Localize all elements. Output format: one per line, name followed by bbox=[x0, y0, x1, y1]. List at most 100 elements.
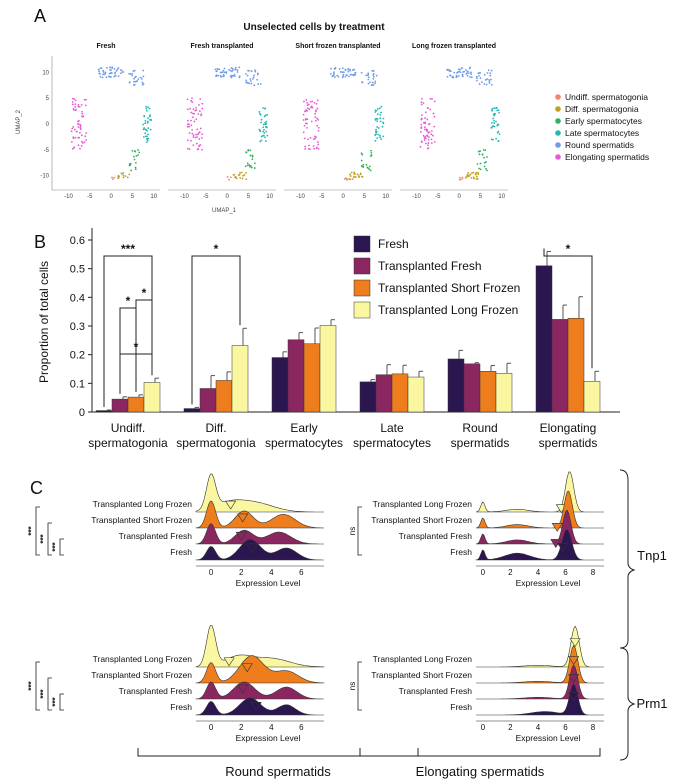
bar bbox=[95, 410, 113, 413]
umap-cell-point bbox=[313, 137, 316, 140]
bar-category-label: spermatids bbox=[451, 436, 510, 450]
umap-cell-point bbox=[195, 142, 198, 145]
umap-cell-point bbox=[475, 175, 478, 178]
umap-cell-point bbox=[77, 103, 80, 106]
umap-cell-point bbox=[366, 166, 369, 169]
umap-cell-point bbox=[466, 175, 469, 177]
umap-cell-point bbox=[376, 108, 379, 110]
umap-x-tick: 5 bbox=[363, 194, 367, 200]
bar-y-tick-label: 0.6 bbox=[70, 235, 85, 247]
umap-cell-point bbox=[77, 105, 80, 108]
umap-cell-point bbox=[256, 78, 259, 81]
umap-cell-point bbox=[101, 76, 104, 79]
umap-cell-point bbox=[488, 80, 491, 83]
umap-cell-point bbox=[315, 119, 317, 122]
umap-cell-point bbox=[144, 122, 147, 125]
umap-cell-point bbox=[433, 141, 436, 143]
umap-cell-point bbox=[449, 74, 452, 77]
umap-cell-point bbox=[238, 66, 241, 69]
umap-cell-point bbox=[240, 171, 243, 174]
umap-cell-point bbox=[195, 109, 198, 111]
umap-cell-point bbox=[262, 123, 265, 126]
umap-cell-point bbox=[256, 73, 259, 76]
umap-cell-point bbox=[243, 174, 246, 176]
umap-cell-point bbox=[141, 83, 144, 86]
umap-cell-point bbox=[345, 177, 348, 180]
umap-legend-swatch bbox=[555, 154, 561, 160]
umap-cell-point bbox=[139, 76, 142, 79]
umap-cell-point bbox=[306, 104, 309, 107]
umap-x-tick: 10 bbox=[382, 194, 389, 200]
umap-cell-point bbox=[245, 151, 248, 154]
ridge-row-label: Transplanted Long Frozen bbox=[373, 499, 473, 509]
ridge-density bbox=[475, 471, 604, 513]
umap-cell-point bbox=[74, 103, 77, 106]
umap-cell-point bbox=[121, 173, 123, 175]
umap-cell-point bbox=[84, 135, 87, 138]
ridge-x-tick: 0 bbox=[481, 723, 486, 732]
umap-cell-point bbox=[420, 103, 423, 106]
umap-cell-point bbox=[496, 131, 499, 134]
ridge-x-tick: 4 bbox=[536, 568, 541, 577]
umap-cell-point bbox=[351, 69, 354, 72]
umap-cell-point bbox=[246, 164, 249, 167]
umap-cell-point bbox=[470, 76, 473, 79]
bar-y-tick-label: 0 bbox=[79, 407, 85, 419]
umap-cell-point bbox=[497, 109, 500, 112]
umap-cell-point bbox=[317, 148, 320, 150]
umap-cell-point bbox=[75, 130, 78, 133]
umap-cell-point bbox=[376, 113, 379, 116]
ridge-density bbox=[195, 697, 324, 716]
bar bbox=[479, 371, 497, 413]
umap-cell-point bbox=[360, 175, 363, 178]
umap-cell-point bbox=[85, 132, 88, 134]
umap-cell-point bbox=[192, 144, 195, 147]
umap-y-tick: -10 bbox=[40, 174, 49, 180]
umap-cell-point bbox=[420, 101, 423, 104]
umap-cell-point bbox=[371, 81, 374, 84]
umap-cell-point bbox=[133, 150, 136, 152]
umap-cell-point bbox=[246, 81, 248, 84]
umap-cell-point bbox=[111, 176, 113, 179]
umap-cell-point bbox=[122, 176, 125, 179]
umap-cell-point bbox=[333, 71, 335, 73]
umap-cell-point bbox=[433, 100, 436, 103]
umap-cell-point bbox=[249, 164, 252, 167]
umap-cell-point bbox=[232, 173, 235, 176]
ridge-sig-label: *** bbox=[39, 533, 48, 543]
bar bbox=[535, 265, 553, 413]
umap-x-tick: 5 bbox=[247, 194, 251, 200]
umap-cell-point bbox=[249, 78, 252, 80]
umap-cell-point bbox=[459, 176, 461, 179]
ridge-sig-label: *** bbox=[27, 525, 36, 535]
umap-cell-point bbox=[108, 75, 111, 78]
ridge-sig-label: *** bbox=[39, 688, 48, 698]
umap-cell-point bbox=[201, 133, 203, 136]
umap-cell-point bbox=[234, 176, 236, 179]
umap-cell-point bbox=[262, 126, 265, 129]
umap-cell-point bbox=[467, 72, 470, 75]
umap-legend-swatch bbox=[555, 118, 561, 124]
bar bbox=[303, 343, 321, 413]
umap-cell-point bbox=[72, 125, 75, 128]
ridge-density bbox=[195, 625, 325, 668]
umap-cell-point bbox=[374, 82, 377, 85]
umap-cell-point bbox=[314, 109, 317, 112]
umap-cell-point bbox=[428, 136, 430, 139]
ridge-row-label: Transplanted Short Frozen bbox=[371, 515, 472, 525]
umap-cell-point bbox=[308, 144, 310, 147]
umap-cell-point bbox=[102, 69, 104, 72]
ridge-median-marker bbox=[569, 638, 581, 648]
umap-cell-point bbox=[367, 76, 370, 79]
umap-cell-point bbox=[446, 68, 449, 71]
umap-cell-point bbox=[144, 120, 147, 122]
umap-cell-point bbox=[77, 126, 80, 129]
umap-cell-point bbox=[430, 138, 433, 141]
umap-cell-point bbox=[375, 128, 377, 131]
umap-cell-point bbox=[477, 173, 480, 176]
umap-cell-point bbox=[489, 74, 492, 77]
umap-cell-point bbox=[193, 120, 196, 123]
ridge-row-label: Transplanted Long Frozen bbox=[93, 654, 193, 664]
umap-cell-point bbox=[374, 134, 377, 136]
umap-cell-point bbox=[73, 128, 76, 131]
